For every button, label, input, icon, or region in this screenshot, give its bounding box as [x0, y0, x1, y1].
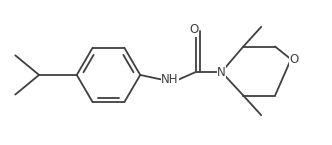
Text: O: O — [189, 23, 199, 36]
Text: O: O — [289, 53, 298, 66]
Text: N: N — [217, 66, 226, 78]
Text: NH: NH — [161, 73, 179, 86]
